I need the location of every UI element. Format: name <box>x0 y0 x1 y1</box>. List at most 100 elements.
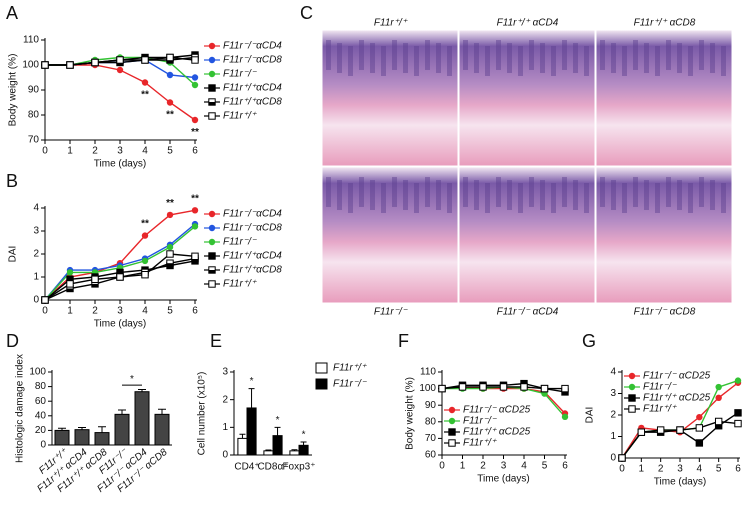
marker <box>714 417 723 426</box>
marker <box>166 99 174 106</box>
legend-marker <box>628 405 636 413</box>
crypt <box>474 180 479 210</box>
histology-image <box>595 166 733 304</box>
legend-label: F11r⁺/⁺ <box>223 279 257 290</box>
crypt <box>403 180 408 210</box>
y-tick-label: 100 <box>419 383 436 394</box>
marker <box>734 377 742 384</box>
x-tick-label: 5 <box>167 306 173 317</box>
y-tick-label: 100 <box>29 367 46 378</box>
legend-label: F11r⁻/⁻ <box>463 416 497 427</box>
crypt <box>436 43 441 73</box>
x-tick-label: 3 <box>117 146 123 157</box>
marker-half <box>166 263 174 267</box>
legend-marker <box>208 56 216 64</box>
legend-marker <box>448 428 456 436</box>
error-bar <box>58 427 66 431</box>
marker-half <box>166 60 174 64</box>
annotation: ** <box>191 193 199 204</box>
marker <box>116 273 124 281</box>
bar <box>94 432 110 446</box>
error-bar <box>98 426 106 433</box>
marker-half <box>191 258 199 262</box>
crypt <box>551 183 556 213</box>
legend-label: F11r⁻/⁻αCD4 <box>223 41 282 52</box>
y-tick-label: 0 <box>33 295 39 306</box>
crypt <box>463 40 468 70</box>
annotation: * <box>250 376 254 387</box>
marker <box>91 275 99 284</box>
crypt <box>496 177 501 207</box>
x-tick-label: 2 <box>658 464 664 475</box>
panel-letter: A <box>6 3 18 23</box>
bar <box>289 450 300 456</box>
crypt <box>633 40 638 70</box>
legend-label: F11r⁻/⁻αCD4 <box>223 209 282 220</box>
crypt <box>425 177 430 207</box>
marker <box>116 56 124 64</box>
crypt <box>562 40 567 70</box>
y-tick-label: 1 <box>222 422 228 433</box>
bar <box>237 437 248 456</box>
legend-marker <box>208 224 216 232</box>
crypt <box>600 40 605 70</box>
y-tick-label: 0 <box>610 453 616 464</box>
x-tick-label: 6 <box>562 461 568 472</box>
crypt <box>699 177 704 207</box>
crypt <box>721 183 726 213</box>
y-tick-label: 20 <box>35 425 47 436</box>
legend-label: F11r⁻/⁻ αCD25 <box>643 371 711 382</box>
y-tick-label: 100 <box>22 60 39 71</box>
crypt <box>518 46 523 76</box>
crypt <box>699 40 704 70</box>
y-tick-label: 3 <box>33 226 39 237</box>
crypt <box>529 177 534 207</box>
crypt <box>507 43 512 73</box>
significance-label: * <box>130 374 134 385</box>
crypt <box>348 183 353 213</box>
marker <box>141 56 149 64</box>
histology-image <box>458 29 596 167</box>
legend-marker <box>448 406 456 414</box>
x-tick-label: 2 <box>92 146 98 157</box>
legend-label: F11r⁺/⁺ <box>643 404 677 415</box>
crypt <box>392 177 397 207</box>
crypt <box>370 43 375 73</box>
crypt <box>710 180 715 210</box>
image-label: F11r⁺/⁺ αCD8 <box>634 18 696 29</box>
marker <box>695 424 704 432</box>
legend-marker <box>208 112 216 120</box>
marker <box>715 383 722 391</box>
x-axis-label: Time (days) <box>477 474 529 485</box>
annotation: ** <box>141 90 149 101</box>
bar <box>298 444 309 456</box>
y-axis-label: Body weight (%) <box>8 54 19 127</box>
crypt <box>436 180 441 210</box>
x-tick-label: 2 <box>480 461 486 472</box>
crypt <box>326 40 331 70</box>
legend-marker <box>208 238 216 246</box>
x-tick-label: 2 <box>92 306 98 317</box>
crypt <box>677 180 682 210</box>
crypt <box>666 40 671 70</box>
histology-image <box>458 166 596 304</box>
x-tick-label: 3 <box>501 461 507 472</box>
legend-label: F11r⁺/⁺ αCD25 <box>643 393 711 404</box>
legend-swatch <box>315 378 328 390</box>
crypt <box>633 177 638 207</box>
crypt <box>392 40 397 70</box>
x-axis-label: Time (days) <box>94 159 146 170</box>
legend-marker <box>208 70 216 78</box>
marker <box>191 74 199 81</box>
marker <box>166 243 174 251</box>
crypt <box>611 180 616 210</box>
bar <box>272 435 283 456</box>
marker-half <box>208 102 216 106</box>
x-tick-label: 6 <box>192 306 198 317</box>
x-tick-label: 4 <box>521 461 527 472</box>
marker-half <box>66 288 74 292</box>
y-tick-label: 80 <box>425 416 437 427</box>
marker <box>676 426 684 434</box>
crypt <box>677 43 682 73</box>
bar <box>263 450 274 456</box>
